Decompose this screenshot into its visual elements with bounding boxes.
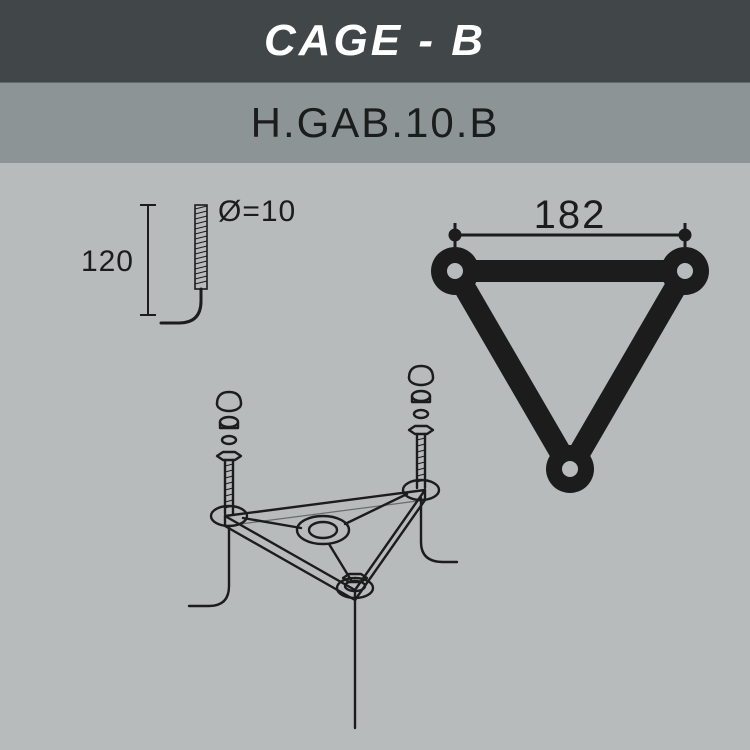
j-bolt-drawing: 120: [81, 195, 296, 323]
triangle-top-view: 182: [431, 193, 709, 493]
diagram-area: 182: [0, 163, 750, 750]
diagrams-svg: 182: [0, 163, 750, 750]
page-root: CAGE - B H.GAB.10.B 182: [0, 0, 750, 750]
cage-isometric: [189, 366, 457, 728]
dim-120-label: 120: [81, 245, 134, 278]
title-band: CAGE - B: [0, 0, 750, 82]
product-code: H.GAB.10.B: [251, 99, 500, 147]
bolt-right: [409, 366, 457, 562]
dim-diameter-label: Ø=10: [218, 195, 296, 228]
dim-182-label: 182: [534, 193, 607, 237]
triangle-body: [431, 247, 709, 493]
bolt-left: [189, 392, 241, 606]
product-title: CAGE - B: [264, 16, 486, 66]
dim-120: [140, 205, 156, 315]
j-bolt-body: [161, 205, 207, 323]
code-band: H.GAB.10.B: [0, 82, 750, 162]
